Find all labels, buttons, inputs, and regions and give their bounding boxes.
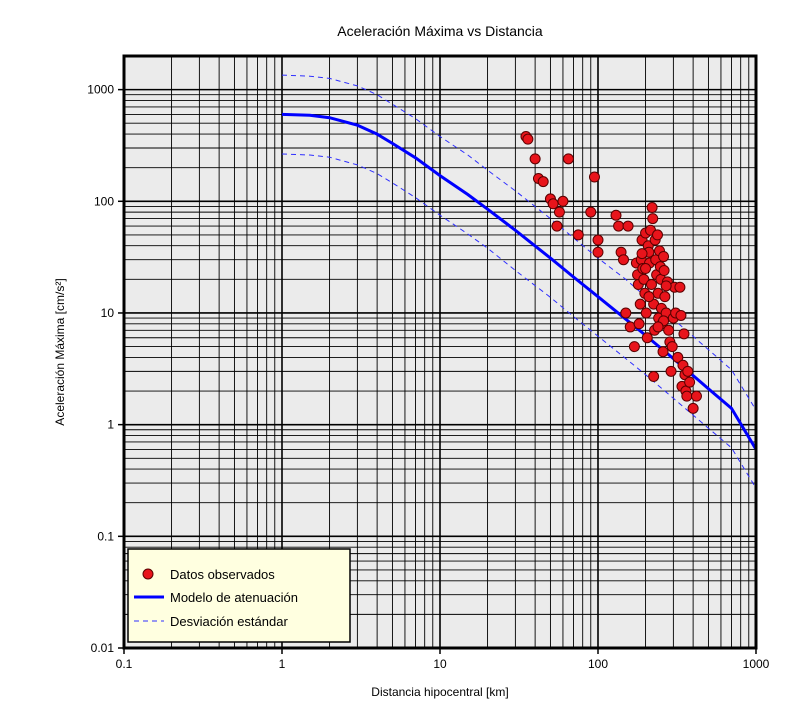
observed-point: [645, 278, 657, 290]
observed-point: [641, 332, 653, 344]
x-tick-label: 1: [279, 657, 286, 671]
observed-points: [520, 131, 702, 414]
y-tick-label: 0.01: [91, 641, 115, 655]
x-tick-label: 1000: [743, 657, 770, 671]
observed-point: [660, 280, 672, 292]
x-tick-labels: 0.1 1 10 100 1000: [116, 657, 770, 671]
x-tick-label: 100: [588, 657, 608, 671]
y-tick-label: 100: [94, 194, 114, 208]
y-tick-labels: 0.01 0.1 1 10 100 1000: [87, 83, 114, 655]
y-tick-label: 1000: [87, 83, 114, 97]
legend-label-deviation: Desviación estándar: [170, 614, 288, 629]
observed-point: [643, 291, 655, 303]
observed-point: [646, 201, 658, 213]
observed-point: [648, 370, 660, 382]
observed-point: [687, 402, 699, 414]
observed-point: [640, 263, 652, 275]
x-axis-label: Distancia hipocentral [km]: [371, 685, 508, 699]
observed-point: [651, 229, 663, 241]
observed-point: [682, 365, 694, 377]
observed-point: [634, 298, 646, 310]
y-axis-label: Aceleración Máxima [cm/s²]: [53, 278, 67, 425]
observed-point: [628, 341, 640, 353]
legend: Datos observados Modelo de atenuación De…: [127, 548, 351, 643]
observed-point: [592, 246, 604, 258]
chart-title: Aceleración Máxima vs Distancia: [337, 23, 543, 39]
observed-point: [663, 324, 675, 336]
observed-point: [652, 321, 664, 333]
series-lines: [281, 74, 758, 489]
observed-point: [537, 176, 549, 188]
observed-point: [633, 318, 645, 330]
observed-point: [622, 220, 634, 232]
observed-point: [636, 248, 648, 260]
observed-point: [681, 390, 693, 402]
legend-dot-marker: [142, 568, 154, 580]
observed-point: [547, 198, 559, 210]
observed-point: [617, 254, 629, 266]
observed-point: [678, 328, 690, 340]
plot-frame: [122, 54, 758, 650]
observed-point: [592, 234, 604, 246]
observed-point: [529, 153, 541, 165]
observed-point: [690, 390, 702, 402]
observed-point: [562, 153, 574, 165]
observed-point: [613, 220, 625, 232]
observed-point: [588, 171, 600, 183]
observed-point: [658, 265, 670, 277]
observed-point: [553, 206, 565, 218]
observed-point: [659, 291, 671, 303]
legend-label-observed: Datos observados: [170, 567, 275, 582]
observed-point: [620, 307, 632, 319]
observed-point: [610, 209, 622, 221]
y-tick-label: 0.1: [97, 529, 114, 543]
observed-point: [522, 133, 534, 145]
observed-point: [647, 213, 659, 225]
observed-point: [674, 281, 686, 293]
x-tick-label: 10: [433, 657, 447, 671]
observed-point: [551, 220, 563, 232]
legend-label-model: Modelo de atenuación: [170, 590, 298, 605]
observed-point: [557, 195, 569, 207]
observed-point: [658, 251, 670, 263]
observed-point: [672, 351, 684, 363]
observed-point: [657, 346, 669, 358]
observed-point: [675, 309, 687, 321]
legend-box: [127, 548, 351, 643]
observed-point: [638, 273, 650, 285]
observed-point: [684, 376, 696, 388]
observed-point: [665, 365, 677, 377]
model-line: [281, 112, 758, 451]
observed-point: [640, 307, 652, 319]
observed-point: [666, 341, 678, 353]
x-tick-label: 0.1: [116, 657, 133, 671]
observed-point: [585, 206, 597, 218]
y-tick-label: 10: [101, 306, 115, 320]
observed-point: [572, 229, 584, 241]
y-tick-label: 1: [107, 418, 114, 432]
